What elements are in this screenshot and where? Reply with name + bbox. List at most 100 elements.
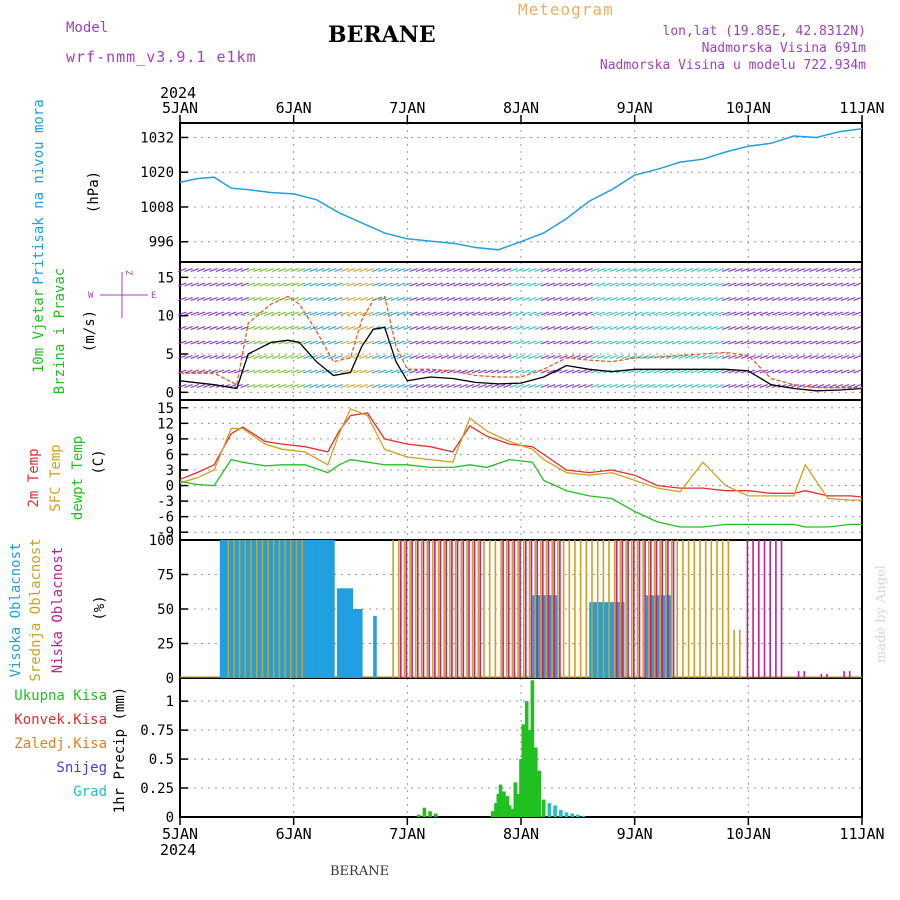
cloud-high-bar	[273, 540, 278, 678]
wind-barb	[346, 383, 356, 389]
wind-barb	[765, 354, 775, 360]
precip-bar	[433, 813, 438, 817]
y-tick-label: 9	[166, 432, 174, 448]
cloud-low-bar	[848, 671, 851, 678]
ylabel-cloud-unit: (%)	[92, 595, 108, 620]
wind-barb	[365, 296, 375, 302]
wind-barb	[434, 267, 443, 273]
wind-barb	[678, 325, 687, 331]
wind-barb	[196, 325, 206, 331]
wind-barb	[321, 296, 331, 302]
wind-barb	[434, 340, 443, 345]
wind-barb	[240, 311, 250, 316]
wind-barb	[403, 369, 412, 374]
wind-barb	[815, 296, 825, 302]
ylabel-temp-dew: dewpt Temp	[70, 436, 86, 520]
cloud-mid-bar	[517, 540, 519, 678]
wind-barb	[434, 383, 443, 389]
wind-barb	[478, 340, 487, 345]
wind-barb	[671, 383, 681, 389]
wind-barb	[646, 267, 656, 273]
wind-barb	[534, 296, 543, 302]
wind-barb	[709, 282, 718, 287]
y-tick-label: 996	[149, 235, 174, 251]
wind-barb	[228, 340, 237, 345]
wind-barb	[734, 282, 743, 287]
wind-barb	[359, 311, 368, 316]
wind-barb	[846, 354, 856, 360]
wind-barb	[290, 267, 300, 273]
wind-barb	[465, 325, 475, 331]
x-tick-label-top: 10JAN	[726, 99, 771, 117]
wind-barb	[509, 282, 518, 287]
wind-barb	[821, 311, 831, 316]
wind-barb	[703, 354, 712, 360]
cloud-low-bar	[627, 540, 629, 678]
cloud-high-bar	[331, 540, 335, 678]
cloud-low-bar	[644, 540, 646, 678]
wind-barb	[421, 311, 431, 316]
wind-barb	[534, 325, 543, 331]
wind-barb	[209, 369, 218, 374]
wind-barb	[446, 383, 456, 389]
wind-barb	[790, 267, 800, 273]
wind-barb	[190, 311, 199, 316]
wind-barb	[290, 282, 300, 287]
wind-barb	[259, 296, 268, 302]
wind-barb	[571, 296, 581, 302]
wind-barb	[753, 296, 762, 302]
wind-barb	[246, 267, 256, 273]
wind-barb	[209, 282, 218, 287]
wind-barb	[190, 267, 199, 273]
wind-barb	[715, 369, 725, 374]
wind-barb	[465, 340, 475, 345]
wind-barb	[203, 267, 212, 273]
wind-barb	[546, 325, 556, 331]
wind-barb	[184, 340, 193, 345]
wind-barb	[771, 267, 781, 273]
wind-barb	[465, 383, 475, 389]
wind-barb	[303, 354, 312, 360]
cloud-high-bar	[296, 540, 300, 678]
wind-barb	[590, 282, 600, 287]
x-tick-label-top: 9JAN	[617, 99, 653, 117]
wind-barb	[428, 311, 437, 316]
wind-barb	[559, 383, 568, 389]
wind-barb	[215, 311, 224, 316]
wind-barb	[721, 340, 731, 345]
y-tick-label: 1032	[140, 130, 174, 146]
wind-barb	[728, 311, 737, 316]
cloud-low-bar	[479, 540, 482, 678]
wind-barb	[359, 267, 368, 273]
wind-barb	[184, 354, 193, 360]
wind-barb	[228, 267, 237, 273]
cloud-high-bar	[264, 540, 268, 678]
wind-barb	[846, 325, 856, 331]
wind-barb	[790, 369, 800, 374]
wind-barb	[796, 311, 806, 316]
wind-barb	[665, 296, 675, 302]
wind-barb	[590, 340, 600, 345]
wind-barb	[578, 296, 587, 302]
wind-barb	[353, 296, 362, 302]
wind-barb	[546, 369, 556, 374]
cloud-low-bar	[411, 540, 413, 678]
wind-barb	[359, 354, 368, 360]
precip-bar	[553, 805, 557, 817]
wind-barb	[478, 383, 487, 389]
wind-barb	[203, 340, 212, 345]
cloud-high-bar	[305, 540, 310, 678]
cloud-mid-bar	[398, 540, 400, 678]
cloud-mid-bar	[631, 540, 633, 678]
wind-barb	[446, 311, 456, 316]
cloud-high-bar	[328, 540, 332, 678]
cloud-high-bar	[280, 540, 284, 678]
wind-barb	[221, 340, 231, 345]
wind-barb	[409, 340, 418, 345]
wind-barb	[553, 325, 562, 331]
wind-barb	[628, 296, 637, 302]
cloud-low-bar	[780, 540, 783, 678]
wind-barb	[215, 325, 224, 331]
wind-barb	[640, 282, 650, 287]
wind-barb	[503, 267, 512, 273]
